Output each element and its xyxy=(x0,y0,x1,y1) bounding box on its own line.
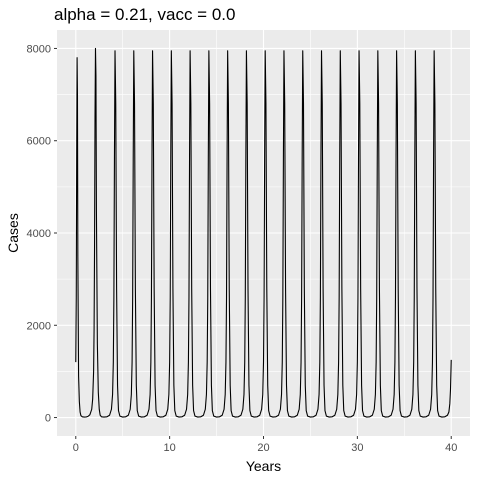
y-axis-title: Cases xyxy=(5,213,21,253)
x-tick-label: 40 xyxy=(445,442,457,454)
x-tick-label: 0 xyxy=(73,442,79,454)
y-axis: 0 2000 4000 6000 8000 xyxy=(27,43,57,425)
major-gridlines xyxy=(57,30,470,436)
series-line xyxy=(75,47,452,418)
x-axis: 0 10 20 30 40 xyxy=(73,436,457,454)
y-tick-label: 4000 xyxy=(27,228,51,240)
x-axis-title: Years xyxy=(246,458,281,474)
series-layer xyxy=(75,47,452,418)
y-tick-label: 8000 xyxy=(27,43,51,55)
x-tick-label: 20 xyxy=(257,442,269,454)
x-tick-label: 30 xyxy=(351,442,363,454)
y-tick-label: 2000 xyxy=(27,320,51,332)
y-tick-label: 6000 xyxy=(27,136,51,148)
x-tick-label: 10 xyxy=(164,442,176,454)
y-tick-label: 0 xyxy=(45,413,51,425)
chart-title: alpha = 0.21, vacc = 0.0 xyxy=(54,5,235,24)
